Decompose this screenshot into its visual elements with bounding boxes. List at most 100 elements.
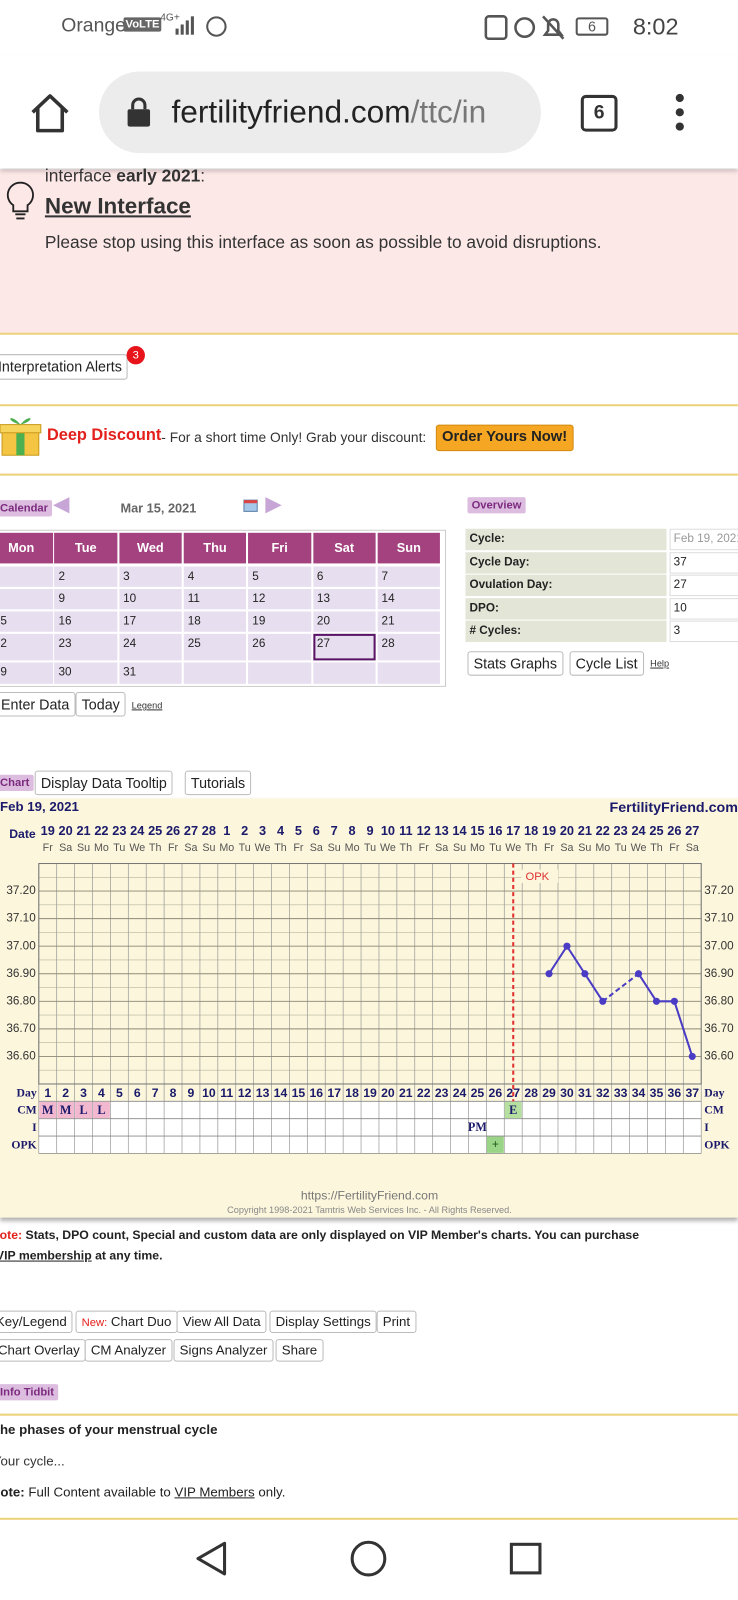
calendar-cell[interactable]: 12: [248, 588, 311, 610]
weekday-label: Mo: [345, 842, 360, 854]
calendar-cell[interactable]: 2: [54, 566, 118, 587]
back-button[interactable]: [196, 1541, 227, 1576]
overview-value: Feb 19, 2021: [669, 528, 738, 551]
order-button[interactable]: Order Yours Now!: [435, 424, 574, 452]
promo-title: Deep Discount: [46, 426, 162, 445]
cycle-day: 13: [256, 1086, 270, 1100]
calendar-cell[interactable]: 27: [312, 633, 376, 661]
calendar-cell[interactable]: 23: [54, 633, 118, 661]
temperature-point: [599, 997, 607, 1005]
print-button[interactable]: Print: [376, 1310, 417, 1334]
date-label: 5: [295, 823, 302, 838]
legend-link[interactable]: Legend: [131, 700, 163, 711]
next-month[interactable]: [263, 495, 283, 515]
date-label: 27: [184, 823, 198, 838]
row-label-right: CM: [704, 1104, 724, 1117]
tooltip-button[interactable]: Display Data Tooltip: [34, 770, 173, 796]
date-label: 23: [614, 823, 628, 838]
calendar-cell[interactable]: 9: [54, 588, 118, 610]
weekday-label: Fr: [544, 842, 555, 854]
y-tick-label: 36.70: [6, 1022, 36, 1035]
help-link[interactable]: Help: [650, 658, 670, 669]
calendar-header: Sat: [312, 532, 376, 564]
tutorials-button[interactable]: Tutorials: [184, 770, 252, 796]
home-button[interactable]: [29, 92, 72, 135]
chart-overlay-button[interactable]: Chart Overlay: [0, 1339, 86, 1362]
temperature-point: [688, 1052, 696, 1060]
temperature-point: [545, 970, 553, 978]
today-button[interactable]: Today: [75, 692, 126, 717]
calendar-cell[interactable]: 17: [119, 611, 182, 632]
cm-cell: [57, 1101, 75, 1119]
enter-data-button[interactable]: Enter Data: [0, 692, 76, 717]
calendar-cell[interactable]: 19: [248, 611, 311, 632]
cycle-day: 35: [650, 1086, 664, 1100]
calendar-cell[interactable]: 31: [119, 662, 182, 684]
calendar-header: Thu: [183, 532, 247, 564]
calendar-cell[interactable]: 1: [0, 566, 53, 587]
alerts-button[interactable]: Interpretation Alerts: [0, 354, 129, 380]
vip-link[interactable]: VIP membership: [0, 1248, 92, 1263]
recents-button[interactable]: [509, 1542, 542, 1575]
calendar-cell[interactable]: 4: [183, 566, 247, 587]
calendar-cell[interactable]: 26: [248, 633, 311, 661]
vip-members-link[interactable]: VIP Members: [174, 1484, 255, 1500]
status-icons-left: [175, 16, 227, 37]
calendar-cell[interactable]: 13: [312, 588, 376, 610]
share-button[interactable]: Share: [275, 1339, 324, 1362]
overview-label: Ovulation Day:: [465, 574, 667, 597]
prev-month[interactable]: [51, 495, 71, 515]
y-tick-label: 37.10: [6, 912, 36, 925]
cm-cell: [504, 1101, 522, 1119]
date-label: 13: [435, 823, 449, 838]
url-field[interactable]: [99, 71, 541, 154]
calendar-cell[interactable]: 21: [377, 611, 441, 632]
menu-button[interactable]: [672, 92, 688, 135]
cm-analyzer-button[interactable]: CM Analyzer: [84, 1339, 173, 1362]
chart-duo-button[interactable]: New: Chart Duo: [75, 1310, 178, 1334]
calendar-cell[interactable]: 18: [183, 611, 247, 632]
cm-cell: [93, 1101, 110, 1119]
calendar-cell[interactable]: 3: [119, 566, 182, 587]
calendar-cell[interactable]: 20: [312, 611, 376, 632]
y-tick-label-right: 37.20: [704, 884, 734, 897]
date-label: 22: [596, 823, 610, 838]
calendar-cell[interactable]: 7: [377, 566, 441, 587]
chart-brand: FertilityFriend.com: [610, 800, 738, 816]
calendar-cell[interactable]: 8: [0, 588, 53, 610]
home-nav-button[interactable]: [350, 1540, 387, 1577]
cycle-list-button[interactable]: Cycle List: [569, 651, 644, 676]
new-interface-link[interactable]: New Interface: [44, 192, 191, 219]
weekday-label: Mo: [595, 842, 610, 854]
calendar-cell[interactable]: 16: [54, 611, 118, 632]
row-label-right: I: [704, 1121, 709, 1134]
calendar-cell[interactable]: 6: [312, 566, 376, 587]
calendar-cell[interactable]: 5: [248, 566, 311, 587]
calendar-cell[interactable]: 14: [377, 588, 441, 610]
date-label: 21: [76, 823, 90, 838]
calendar-cell[interactable]: 30: [54, 662, 118, 684]
calendar-cell[interactable]: 22: [0, 633, 53, 661]
calendar-cell[interactable]: 15: [0, 611, 53, 632]
cm-cell: [75, 1101, 92, 1119]
display-settings-button[interactable]: Display Settings: [269, 1310, 377, 1334]
calendar-cell[interactable]: 29: [0, 662, 53, 684]
calendar-cell[interactable]: 11: [183, 588, 247, 610]
tab-count[interactable]: 6: [580, 94, 618, 132]
calendar-cell[interactable]: 24: [119, 633, 182, 661]
date-label: 20: [59, 823, 73, 838]
signs-analyzer-button[interactable]: Signs Analyzer: [173, 1339, 274, 1362]
cycle-day: 19: [363, 1086, 377, 1100]
date-label: 10: [381, 823, 395, 838]
calendar-cell[interactable]: 10: [119, 588, 182, 610]
cycle-day: 33: [614, 1086, 628, 1100]
y-tick-label-right: 36.70: [704, 1022, 734, 1035]
calendar-cell[interactable]: 25: [183, 633, 247, 661]
view-all-button[interactable]: View All Data: [176, 1310, 267, 1334]
cycle-day: 26: [489, 1086, 503, 1100]
calendar-cell[interactable]: 28: [377, 633, 441, 661]
volte-badge: VoLTE: [123, 17, 162, 32]
stats-graphs-button[interactable]: Stats Graphs: [467, 651, 564, 676]
key-legend-button[interactable]: Key/Legend: [0, 1310, 73, 1334]
calendar-icon[interactable]: [243, 497, 259, 513]
